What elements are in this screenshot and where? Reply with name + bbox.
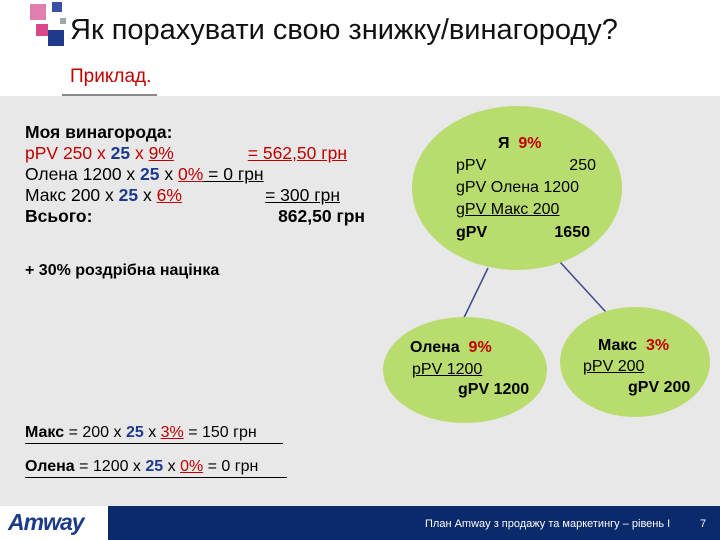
bottom-maks-prefix: = 200 x (64, 424, 126, 441)
footer-bar (108, 506, 720, 540)
bubble-me-gpv-label: gPV (456, 224, 488, 241)
bubble-olena-shape (383, 317, 547, 423)
bottom-maks-pct: 3% (160, 424, 184, 441)
calc-block: Моя винагорода: pPV 250 x 25 x 9% = 562,… (25, 122, 365, 227)
calc-row-olena-prefix: Олена 1200 x (25, 164, 141, 184)
calc-row-ppv-mult: 25 (110, 143, 131, 163)
bottom-maks-result: = 150 грн (183, 424, 257, 441)
bottom-calc-olena: Олена = 1200 x 25 x 0% = 0 грн (25, 458, 258, 476)
bubble-me-gpv-value: 1650 (554, 224, 590, 241)
bottom-olena-mult: 25 (145, 458, 164, 475)
bubble-maks-shape (560, 307, 710, 417)
bubble-me-ppv: pPV 250 (456, 156, 596, 175)
decor-square-blue (52, 2, 62, 12)
bottom-olena-pct: 0% (180, 458, 204, 475)
calc-row-maks-pct: 6% (156, 185, 182, 205)
calc-row-olena-mid: x (159, 164, 178, 184)
decor-square-magenta (36, 24, 48, 36)
bubble-me-gpv-total: gPV 1650 (456, 223, 590, 242)
page-title: Як порахувати свою знижку/винагороду? (70, 14, 618, 46)
calc-row-olena: Олена 1200 x 25 x 0% = 0 грн (25, 164, 365, 185)
calc-row-olena-pct: 0% (177, 164, 204, 184)
calc-row-maks-prefix: Макс 200 x (25, 185, 119, 205)
bottom-maks-mult: 25 (125, 424, 144, 441)
bottom-olena-result: = 0 грн (203, 458, 259, 475)
calc-row-maks-mid: x (138, 185, 157, 205)
calc-row-ppv-prefix: pPV 250 x (25, 143, 111, 163)
bottom-maks-mid: x (143, 424, 161, 441)
calc-total-value: 862,50 грн (278, 206, 365, 226)
bubble-me-ppv-label: pPV (456, 157, 487, 174)
bubble-maks-title: Макс 3% (598, 336, 669, 355)
amway-logo: Amway (8, 509, 85, 535)
page-number: 7 (700, 518, 707, 530)
bubble-me-title: Я 9% (498, 134, 542, 153)
bubble-me-name: Я (498, 135, 510, 152)
bottom-maks-name: Макс (25, 424, 65, 441)
bubble-olena-name: Олена (410, 339, 460, 356)
bottom-olena-prefix: = 1200 x (74, 458, 146, 475)
calc-row-ppv-mid: x (130, 143, 149, 163)
bubble-maks-pct: 3% (646, 337, 670, 354)
calc-row-ppv: pPV 250 x 25 x 9% = 562,50 грн (25, 143, 365, 164)
bottom-maks-underline (25, 443, 283, 444)
bottom-olena-name: Олена (25, 458, 75, 475)
bubble-me-shape (412, 106, 622, 270)
calc-heading: Моя винагорода: (25, 122, 173, 142)
bubble-me-pct: 9% (518, 135, 542, 152)
calc-row-olena-mult: 25 (140, 164, 160, 184)
bottom-olena-underline (25, 477, 287, 478)
bubble-me-ppv-value: 250 (569, 157, 596, 174)
bottom-calc-maks: Макс = 200 x 25 x 3% = 150 грн (25, 424, 257, 442)
footer-text: План Amway з продажу та маркетингу – рів… (425, 518, 671, 530)
calc-row-maks-mult: 25 (118, 185, 139, 205)
bubble-olena-pct: 9% (468, 339, 492, 356)
decor-square-gray (60, 18, 66, 24)
decor-square-pink (30, 4, 46, 20)
bubble-maks-name: Макс (598, 337, 638, 354)
bubble-maks-gpv: gPV 200 (628, 379, 691, 396)
bubble-maks-ppv: pPV 200 (583, 358, 645, 375)
calc-row-total: Всього: 862,50 грн (25, 206, 365, 227)
bubble-olena-ppv: pPV 1200 (412, 361, 483, 378)
calc-row-ppv-pct: 9% (148, 143, 174, 163)
calc-row-ppv-result: = 562,50 грн (247, 143, 347, 163)
bottom-olena-mid: x (163, 458, 181, 475)
bubble-olena-gpv: gPV 1200 (458, 381, 530, 398)
markup-pct: + 30% (25, 262, 71, 279)
bubble-me-gpv1: gPV Олена 1200 (456, 179, 579, 196)
subtitle-underline (62, 94, 157, 96)
markup-note: + 30% роздрібна націнка (25, 262, 219, 280)
calc-row-maks: Макс 200 x 25 x 6% = 300 грн (25, 185, 365, 206)
bubble-me-gpv2: gPV Макс 200 (456, 201, 560, 218)
calc-row-olena-result: = 0 грн (203, 164, 264, 184)
calc-total-label: Всього: (25, 206, 93, 226)
page-subtitle: Приклад. (70, 66, 152, 87)
markup-text: роздрібна націнка (70, 262, 220, 279)
bubble-olena-title: Олена 9% (410, 338, 492, 357)
decor-square-navy (48, 30, 64, 46)
calc-row-maks-result: = 300 грн (265, 185, 340, 205)
